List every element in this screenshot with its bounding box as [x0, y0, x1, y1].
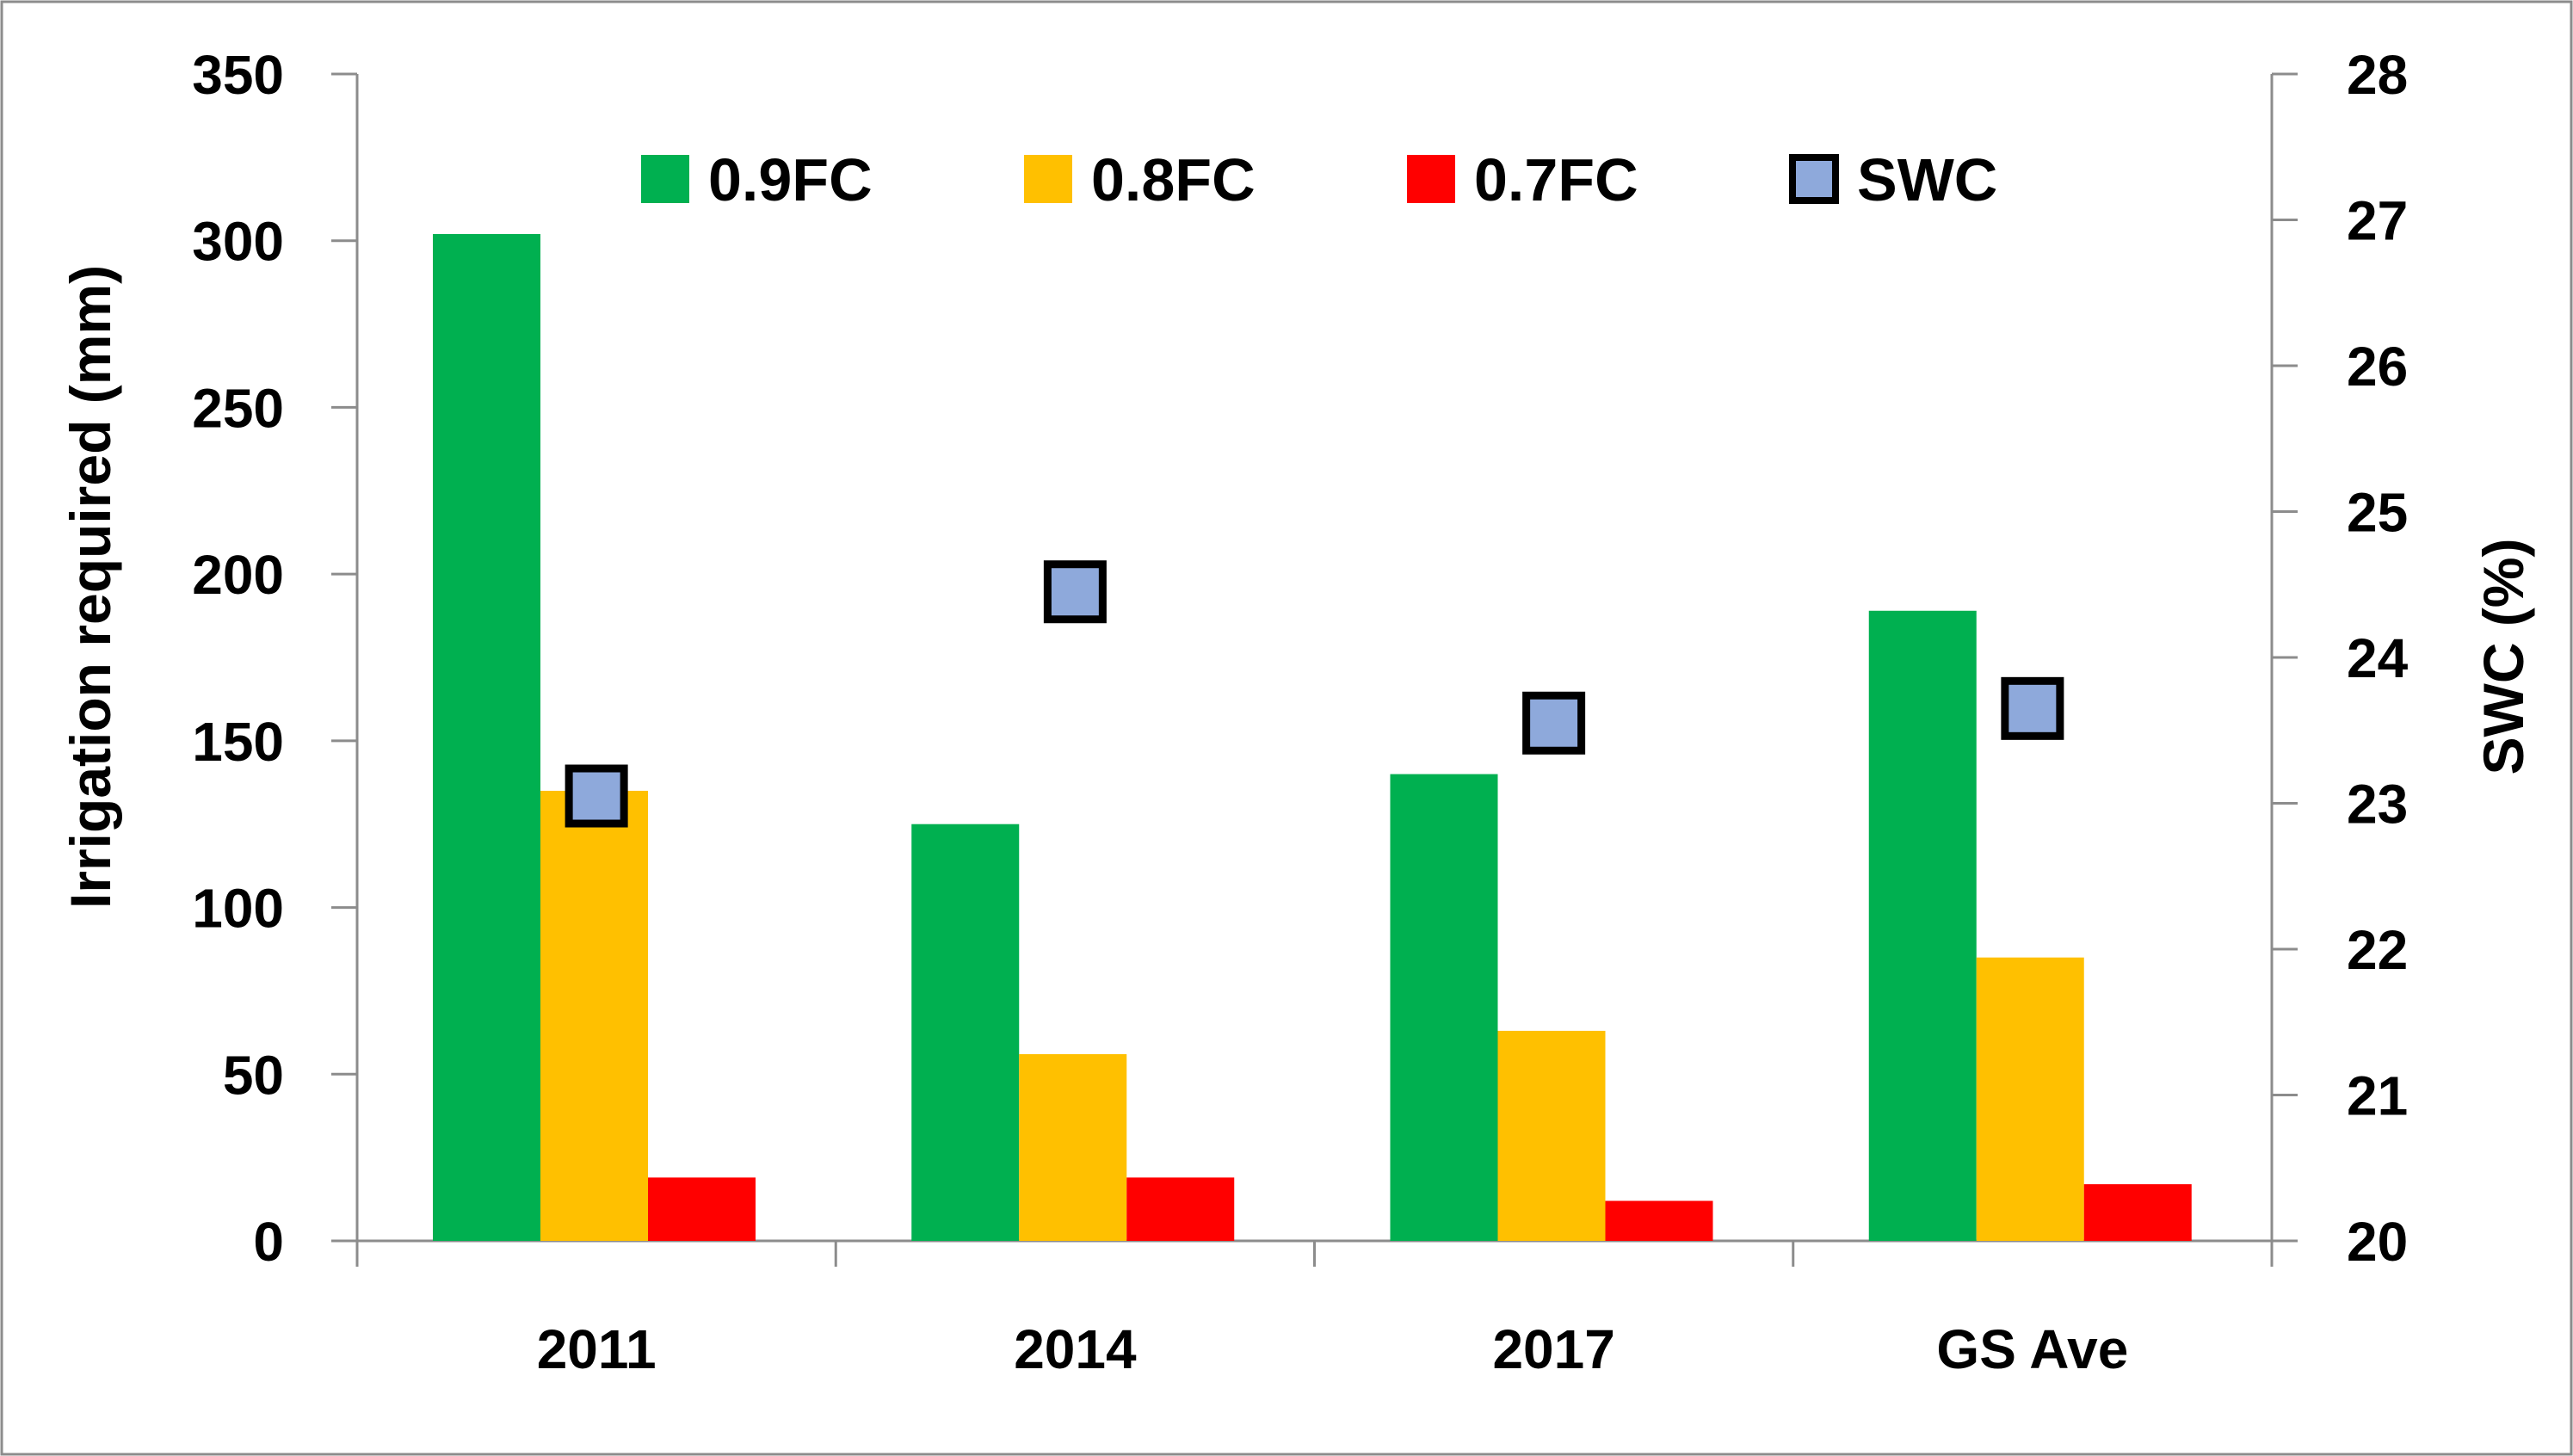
x-tick-label: 2011 — [537, 1318, 657, 1380]
x-tick-label: 2017 — [1492, 1318, 1614, 1380]
swc-marker-2011 — [565, 764, 628, 828]
y2-tick-label: 21 — [2347, 1065, 2408, 1127]
y-tick-label: 50 — [223, 1044, 284, 1106]
legend-swatch-0.7FC — [1407, 155, 1455, 203]
y2-tick-label: 27 — [2347, 190, 2408, 252]
y2-tick-label: 24 — [2347, 627, 2409, 689]
y2-axis-title: SWC (%) — [2471, 539, 2535, 775]
y2-tick-label: 28 — [2347, 44, 2408, 106]
swc-markers — [565, 560, 2064, 828]
y-tick-label: 300 — [192, 211, 284, 273]
bar-0.7FC-2011 — [648, 1177, 756, 1241]
bar-0.8FC-2017 — [1497, 1030, 1606, 1241]
legend-swatch-0.8FC — [1024, 155, 1072, 203]
y-tick-label: 350 — [192, 44, 284, 106]
bar-0.7FC-GS Ave — [2083, 1184, 2192, 1241]
bar-0.8FC-2011 — [540, 790, 648, 1241]
y2-tick-label: 22 — [2347, 919, 2408, 981]
y-axis-title: Irrigation required (mm) — [59, 265, 122, 909]
bar-0.7FC-2017 — [1605, 1200, 1713, 1241]
y-tick-label: 200 — [192, 544, 284, 606]
swc-marker-2014 — [1043, 560, 1107, 624]
swc-marker-GS Ave — [2001, 676, 2064, 740]
y-tick-label: 100 — [192, 878, 284, 940]
bar-0.9FC-2011 — [433, 233, 540, 1242]
y2-tick-label: 25 — [2347, 482, 2408, 544]
y-tick-label: 0 — [253, 1211, 284, 1273]
y2-tick-label: 20 — [2347, 1211, 2408, 1273]
x-tick-label: GS Ave — [1936, 1318, 2128, 1380]
legend-label-SWC: SWC — [1857, 146, 1997, 213]
y2-tick-label: 23 — [2347, 774, 2408, 836]
legend-label-0.8FC: 0.8FC — [1091, 146, 1256, 213]
bar-0.9FC-GS Ave — [1868, 610, 1977, 1241]
legend: 0.9FC 0.8FC 0.7FC SWC — [641, 146, 1997, 213]
bar-0.8FC-2014 — [1019, 1054, 1127, 1241]
bar-0.8FC-GS Ave — [1976, 957, 2084, 1241]
swc-marker-2017 — [1522, 691, 1586, 755]
legend-swatch-SWC — [1789, 154, 1839, 204]
y-tick-label: 250 — [192, 377, 284, 439]
legend-label-0.9FC: 0.9FC — [708, 146, 873, 213]
legend-label-0.7FC: 0.7FC — [1474, 146, 1638, 213]
bar-0.9FC-2017 — [1390, 774, 1498, 1241]
bar-0.9FC-2014 — [911, 824, 1020, 1241]
legend-swatch-0.9FC — [641, 155, 689, 203]
bars — [433, 233, 2192, 1242]
y-tick-label: 150 — [192, 711, 284, 773]
x-tick-label: 2014 — [1014, 1318, 1137, 1380]
y2-tick-label: 26 — [2347, 336, 2408, 398]
bar-0.7FC-2014 — [1126, 1177, 1235, 1241]
